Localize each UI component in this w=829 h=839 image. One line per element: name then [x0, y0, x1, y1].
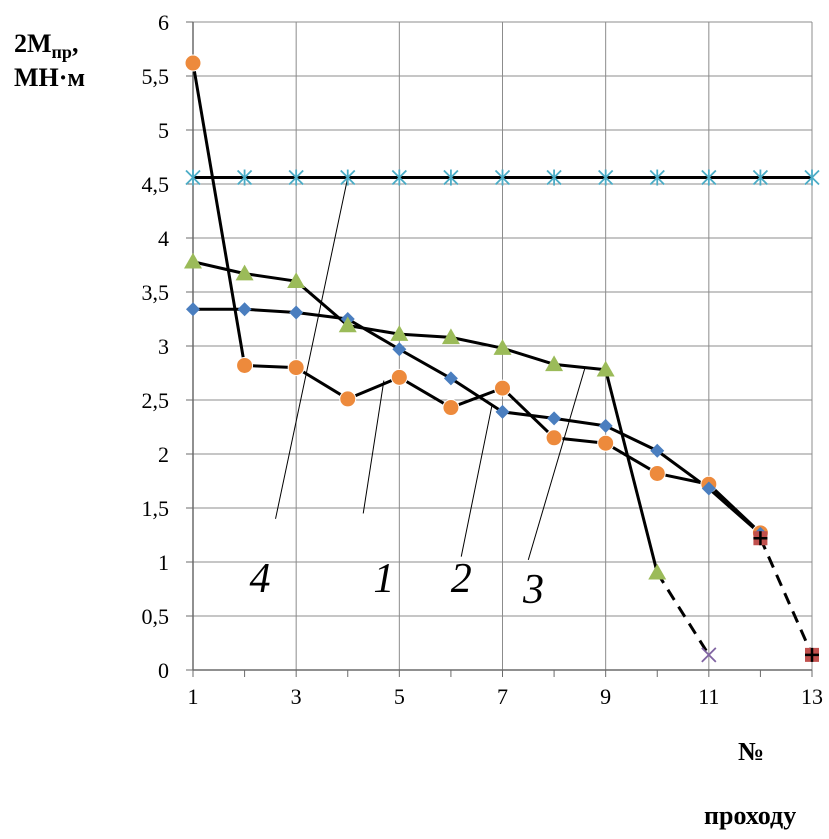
x-tick-label: 3 [291, 684, 302, 709]
point-series-4 [288, 169, 304, 186]
y-tick-label: 5 [158, 118, 169, 143]
point-series-1 [287, 359, 305, 377]
y-tick-label: 0,5 [142, 604, 170, 629]
point-series-4 [236, 169, 253, 186]
curve-label-4: 4 [250, 556, 271, 602]
point-series-3 [287, 272, 306, 288]
point-series-1 [184, 54, 202, 72]
annotation-leader-1 [362, 380, 385, 514]
point-series-4 [649, 169, 665, 186]
y-tick-label: 3,5 [142, 280, 170, 305]
point-series-3 [596, 360, 615, 377]
point-series-4 [443, 169, 459, 186]
point-series-2 [598, 418, 613, 433]
point-series-3 [338, 316, 357, 333]
point-series-3 [648, 563, 667, 580]
dashed-extension-start-2 [753, 531, 768, 546]
point-series-3 [493, 339, 512, 355]
cross-stroke [701, 647, 717, 663]
y-tick-label: 2,5 [142, 388, 170, 413]
point-series-1 [339, 390, 357, 408]
series-markers [184, 54, 820, 663]
series-line-1 [191, 62, 762, 534]
point-series-2 [392, 342, 407, 357]
point-series-2 [650, 443, 665, 458]
axes [186, 21, 813, 677]
x-tick-labels: 1 3 5 7 9 11 13 [188, 684, 824, 709]
y-tick-label: 6 [158, 10, 169, 35]
point-series-2 [186, 302, 200, 317]
x-tick-label: 13 [801, 684, 823, 709]
y-tick-label: 5,5 [142, 64, 170, 89]
point-series-1 [597, 434, 615, 452]
y-axis-label: 2Mпр, [14, 29, 78, 62]
point-series-1 [236, 356, 254, 374]
point-series-3 [441, 328, 460, 345]
y-tick-label: 0 [158, 658, 169, 683]
point-series-4 [494, 169, 511, 186]
y-tick-label: 4,5 [142, 172, 170, 197]
x-axis-label-number: № [738, 737, 764, 766]
curve-label-2: 2 [451, 556, 472, 602]
series-line-3 [192, 260, 659, 574]
point-series-2 [701, 481, 716, 496]
point-series-3 [235, 264, 254, 281]
y-tick-label: 4 [158, 226, 169, 251]
point-series-1 [648, 464, 666, 482]
point-series-3 [390, 325, 409, 341]
point-series-4 [598, 169, 614, 186]
point-series-1 [545, 429, 563, 447]
y-tick-label: 2 [158, 442, 169, 467]
dashed-extension-2 [759, 537, 814, 656]
x-tick-label: 1 [188, 684, 199, 709]
point-series-4 [546, 169, 562, 186]
point-series-4 [340, 169, 356, 186]
point-series-1 [390, 368, 408, 386]
point-series-3 [545, 355, 564, 372]
dashed-extension-1 [655, 572, 711, 656]
x-tick-label: 11 [698, 684, 719, 709]
x-tick-label: 7 [497, 684, 508, 709]
series-line-2 [193, 307, 762, 536]
point-series-3 [184, 252, 202, 269]
x-axis-label-word: проходу [704, 801, 796, 830]
point-series-4 [701, 169, 717, 186]
y-tick-label: 1 [158, 550, 169, 575]
point-series-2 [237, 302, 252, 317]
point-series-4 [185, 169, 201, 186]
point-series-2 [547, 411, 562, 426]
annotation-leaders [275, 177, 586, 560]
curve-label-3: 3 [522, 567, 544, 613]
x-tick-label: 9 [600, 684, 611, 709]
dashed-extension-end-1 [701, 647, 717, 663]
point-series-4 [391, 169, 407, 186]
y-axis-unit: МН·м [14, 63, 85, 92]
x-tick-label: 5 [394, 684, 405, 709]
point-series-4 [752, 169, 769, 186]
y-tick-labels: 0 0,5 1 1,5 2 2,5 3 3,5 4 4,5 5 5,5 6 [142, 10, 170, 683]
y-tick-label: 3 [158, 334, 169, 359]
dashed-extension-end-2 [805, 647, 819, 662]
y-tick-label: 1,5 [142, 496, 170, 521]
annotation-leader-2 [460, 404, 493, 557]
annotation-leader-3 [527, 367, 586, 560]
point-series-1 [442, 399, 460, 417]
point-series-2 [443, 371, 458, 386]
point-series-4 [804, 169, 820, 186]
point-series-1 [494, 379, 511, 397]
curve-label-1: 1 [373, 556, 394, 602]
point-series-2 [289, 305, 304, 320]
annotation-labels: 4 1 2 3 [250, 556, 544, 613]
annotation-leader-4 [275, 177, 349, 519]
point-series-2 [495, 404, 510, 419]
